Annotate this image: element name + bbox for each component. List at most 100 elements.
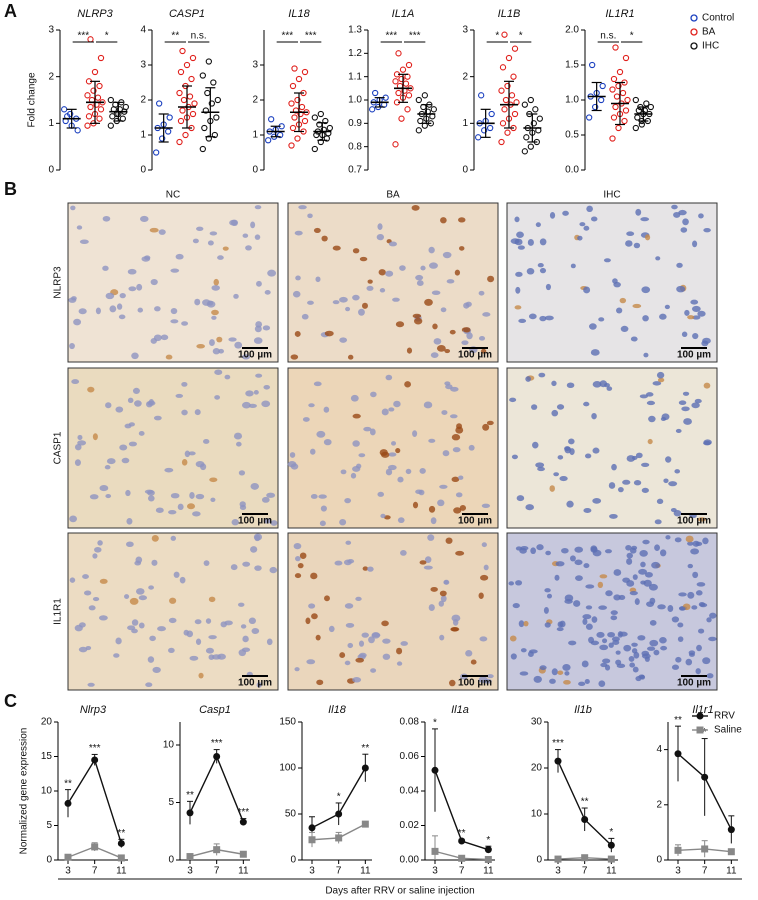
cell — [592, 447, 600, 454]
series-line — [67, 758, 122, 844]
panel-label: A — [4, 1, 17, 21]
cell — [428, 604, 435, 611]
cell — [370, 668, 377, 673]
marker — [335, 810, 343, 818]
cell — [549, 485, 555, 492]
cell — [551, 668, 558, 676]
cell — [468, 444, 475, 451]
cell — [253, 337, 263, 344]
cell — [248, 617, 257, 625]
significance-label: ** — [117, 828, 125, 839]
significance-label: ** — [674, 715, 682, 726]
cell — [165, 354, 173, 360]
cell — [105, 402, 112, 409]
cell — [168, 509, 177, 515]
cell — [294, 230, 303, 236]
cell — [391, 441, 397, 446]
cell — [164, 467, 174, 473]
cell — [415, 274, 424, 281]
cell — [465, 650, 473, 657]
cell — [452, 447, 461, 453]
dot — [599, 82, 606, 90]
cell — [149, 635, 156, 642]
cell — [69, 342, 75, 350]
cell — [431, 290, 441, 296]
dot — [504, 129, 511, 136]
dot — [107, 122, 114, 129]
y-tick-label: 0.7 — [348, 165, 362, 176]
cell — [574, 559, 583, 566]
marker — [117, 854, 125, 862]
cell — [289, 452, 296, 458]
cell — [420, 265, 426, 271]
chart-title: IL18 — [288, 8, 310, 20]
cell — [551, 380, 557, 387]
cell — [181, 409, 188, 416]
cell — [640, 561, 646, 568]
dot — [643, 100, 650, 107]
y-tick-label: 1 — [48, 118, 54, 129]
dot — [177, 68, 185, 76]
cell — [367, 566, 374, 572]
cell — [692, 571, 699, 579]
significance-label: * — [486, 835, 490, 846]
cell — [230, 564, 238, 571]
panel-label: C — [4, 691, 17, 711]
cell — [358, 453, 366, 458]
cell — [657, 377, 665, 383]
cell — [109, 305, 117, 313]
y-tick-label: 0.00 — [400, 855, 420, 866]
micrograph: 100 µm — [67, 202, 279, 363]
dot — [530, 120, 537, 127]
y-tick-label: 0 — [252, 165, 258, 176]
cell — [324, 595, 330, 602]
cell — [94, 546, 102, 553]
dot — [523, 134, 530, 141]
cell — [564, 671, 570, 676]
x-tick-label: 11 — [360, 866, 371, 877]
dot — [199, 145, 206, 153]
cell — [292, 290, 301, 298]
cell — [455, 492, 463, 498]
dot — [265, 137, 272, 144]
cell — [549, 212, 556, 219]
cell — [539, 665, 547, 671]
cell — [646, 400, 656, 406]
cell — [509, 635, 517, 642]
cell — [352, 248, 360, 254]
cell — [442, 251, 452, 259]
dot — [405, 61, 413, 69]
cell — [432, 323, 438, 330]
cell — [633, 651, 640, 659]
cell — [350, 472, 357, 479]
cell — [483, 564, 489, 571]
cell — [211, 285, 220, 291]
cell — [192, 238, 199, 244]
cell — [316, 430, 326, 438]
cell — [168, 647, 175, 654]
marker — [213, 753, 221, 760]
dot — [610, 114, 618, 121]
dot — [395, 89, 402, 97]
cell — [308, 603, 316, 609]
y-axis-label: Normalized gene expression — [19, 728, 30, 855]
cell — [170, 535, 177, 541]
cell — [412, 313, 422, 319]
significance-label: *** — [385, 31, 397, 42]
cell — [412, 430, 418, 437]
cell — [631, 545, 638, 551]
cell — [299, 552, 307, 559]
cell — [302, 417, 310, 422]
dot — [532, 106, 539, 113]
cell — [345, 622, 355, 628]
cell — [677, 622, 684, 628]
cell — [480, 574, 489, 581]
y-tick-label: 50 — [285, 809, 297, 820]
cell — [544, 622, 551, 628]
cell — [687, 563, 694, 569]
dot — [277, 131, 284, 139]
y-tick-label: 0.9 — [348, 118, 362, 129]
y-tick-label: 1.0 — [565, 95, 579, 106]
cell — [478, 676, 488, 684]
column-label: BA — [386, 190, 400, 201]
